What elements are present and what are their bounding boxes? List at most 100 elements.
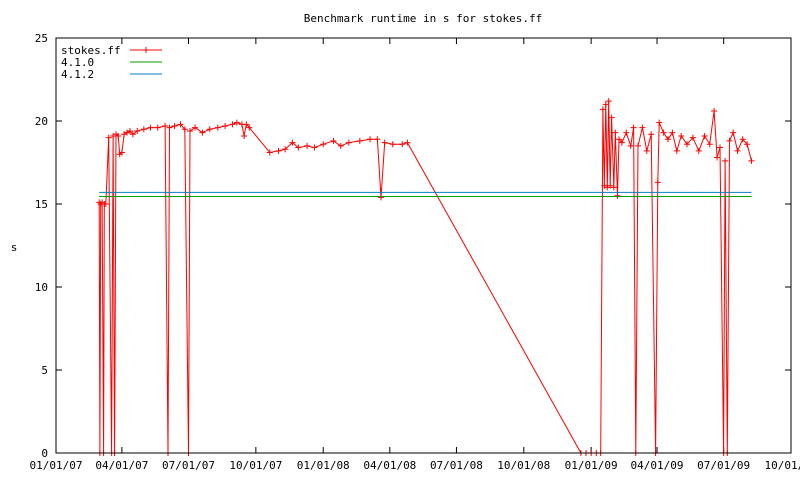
data-point xyxy=(722,157,729,164)
data-point xyxy=(243,121,250,128)
data-point xyxy=(734,147,741,154)
data-point xyxy=(337,142,344,149)
y-tick-label: 0 xyxy=(41,447,48,460)
data-point xyxy=(115,132,122,139)
data-point xyxy=(311,144,318,151)
data-point xyxy=(102,201,109,207)
x-tick-label: 01/01/07 xyxy=(30,459,83,472)
data-point xyxy=(266,149,273,156)
axis-ticks: 0 5 10 15 20 25 01/01/07 04/01/07 07/01/07 10/01/… xyxy=(30,32,800,472)
x-tick-label: 10/01/08 xyxy=(497,459,550,472)
plot-series xyxy=(96,98,755,456)
data-point xyxy=(701,132,708,139)
data-point xyxy=(599,106,606,113)
data-point xyxy=(289,139,296,146)
data-point xyxy=(608,114,615,121)
x-tick-label: 04/01/08 xyxy=(363,459,416,472)
data-point xyxy=(105,134,112,141)
data-point xyxy=(643,147,650,154)
data-point xyxy=(118,149,125,156)
data-point xyxy=(665,136,672,143)
data-point xyxy=(356,137,363,144)
data-point xyxy=(669,129,676,136)
data-point xyxy=(689,134,696,141)
data-point xyxy=(654,179,661,186)
x-tick-label: 10/01/09 xyxy=(765,459,800,472)
data-point xyxy=(126,127,133,134)
data-point xyxy=(229,121,236,128)
data-point xyxy=(295,144,302,151)
y-tick-label: 15 xyxy=(35,198,48,211)
data-point xyxy=(129,131,136,138)
data-point xyxy=(222,122,229,129)
data-point xyxy=(181,126,188,133)
data-point xyxy=(739,136,746,143)
x-tick-label: 04/01/09 xyxy=(631,459,684,472)
series-stokes-ff xyxy=(96,98,755,456)
legend: stokes.ff4.1.04.1.2 xyxy=(61,44,162,81)
y-axis-label: s xyxy=(11,241,18,254)
data-point xyxy=(706,141,713,148)
data-point xyxy=(275,147,282,154)
y-tick-label: 25 xyxy=(35,32,48,45)
data-point xyxy=(389,141,396,148)
data-point xyxy=(134,127,141,134)
data-point xyxy=(602,101,609,108)
plot-frame xyxy=(55,37,792,454)
data-point xyxy=(748,157,755,164)
data-point xyxy=(171,122,178,129)
x-tick-label: 07/01/07 xyxy=(162,459,215,472)
data-point xyxy=(330,137,337,144)
data-point xyxy=(399,141,406,148)
legend-label: 4.1.2 xyxy=(61,68,94,81)
data-point xyxy=(404,139,411,146)
legend-label: 4.1.0 xyxy=(61,56,94,69)
data-point xyxy=(605,98,612,105)
data-point xyxy=(374,136,381,143)
data-point xyxy=(214,124,221,131)
data-point xyxy=(615,136,622,143)
data-point xyxy=(147,124,154,131)
data-point xyxy=(714,154,721,161)
data-point xyxy=(162,122,169,129)
data-point xyxy=(345,139,352,146)
data-point xyxy=(673,147,680,154)
y-tick-label: 20 xyxy=(35,115,48,128)
data-point xyxy=(610,184,617,191)
y-tick-label: 10 xyxy=(35,281,48,294)
y-tick-label: 5 xyxy=(41,364,48,377)
data-point xyxy=(614,192,621,199)
data-point xyxy=(695,147,702,154)
data-point xyxy=(618,139,625,146)
data-point xyxy=(711,108,718,115)
x-tick-label: 07/01/09 xyxy=(697,459,750,472)
x-tick-label: 10/01/07 xyxy=(229,459,282,472)
data-point xyxy=(199,129,206,136)
data-point xyxy=(630,124,637,131)
data-point xyxy=(639,124,646,131)
x-tick-label: 04/01/07 xyxy=(95,459,148,472)
data-point xyxy=(730,129,737,136)
data-point xyxy=(304,142,311,149)
data-point xyxy=(660,129,667,136)
data-point xyxy=(656,119,663,126)
data-point xyxy=(192,124,199,131)
data-point xyxy=(726,137,733,144)
data-point xyxy=(186,127,193,134)
data-point xyxy=(744,141,751,148)
data-point xyxy=(716,144,723,151)
data-point xyxy=(678,132,685,139)
data-point xyxy=(233,119,240,126)
data-point xyxy=(246,124,253,131)
data-point xyxy=(623,129,630,136)
x-tick-label: 07/01/08 xyxy=(430,459,483,472)
x-tick-label: 01/01/09 xyxy=(565,459,618,472)
data-point xyxy=(684,141,691,148)
data-point xyxy=(381,139,388,146)
data-point xyxy=(648,131,655,138)
data-point xyxy=(206,126,213,133)
data-point xyxy=(607,182,614,189)
data-point xyxy=(367,136,374,143)
data-point xyxy=(378,194,385,201)
